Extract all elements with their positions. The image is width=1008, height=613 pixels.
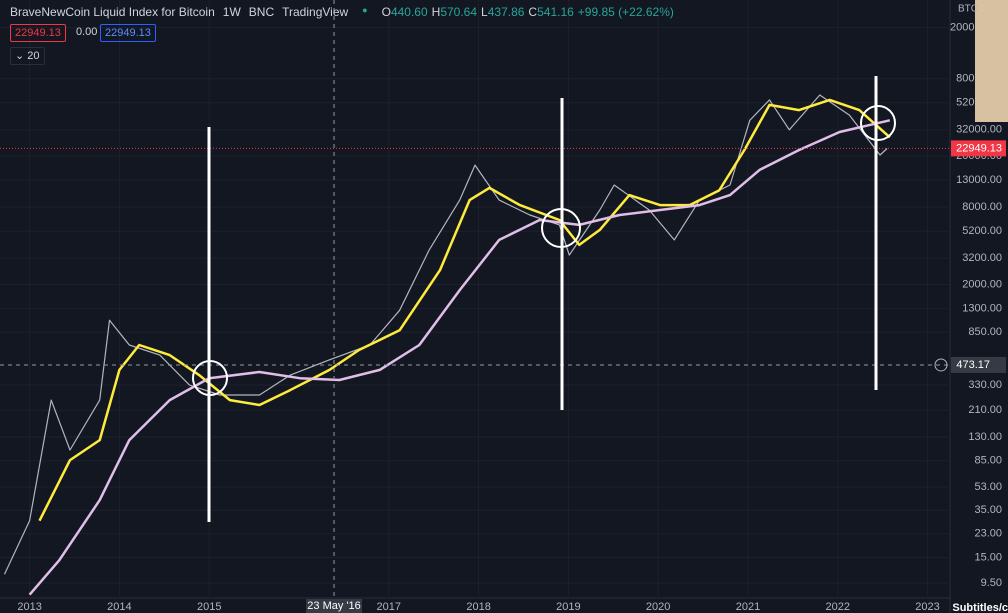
- y-tick-label: 15.00: [974, 551, 1002, 563]
- interval[interactable]: 1W: [222, 5, 241, 19]
- circle-marker: [192, 360, 228, 396]
- y-tick-label: 8000.00: [962, 201, 1002, 213]
- y-tick-label: 5200.00: [962, 225, 1002, 237]
- ohlc-key: O: [381, 5, 391, 19]
- crosshair-price-label: 473.17: [956, 359, 990, 371]
- ohlc-value: 570.64: [440, 5, 478, 19]
- ohlc-value: 437.86: [487, 5, 525, 19]
- ohlc-item: H570.64: [432, 5, 477, 19]
- ohlc-value: 541.16: [537, 5, 574, 19]
- crosshair-price-box: [951, 356, 1006, 373]
- crosshair-date-label: 23 May '16: [307, 600, 360, 612]
- y-tick-label: 850.00: [968, 326, 1002, 338]
- y-tick-label: 23.00: [974, 528, 1002, 540]
- x-tick-label: 2017: [377, 601, 401, 613]
- ohlc-item: C541.16: [528, 5, 573, 19]
- y-tick-label: 9.50: [981, 577, 1002, 589]
- ohlc: O440.60 H570.64 L437.86 C541.16: [382, 5, 574, 19]
- x-tick-label: 2019: [556, 601, 580, 613]
- y-tick-label: 130.00: [968, 431, 1002, 443]
- badge: 22949.13: [10, 24, 66, 42]
- x-tick-label: 2013: [17, 601, 41, 613]
- ohlc-key: C: [528, 5, 538, 19]
- video-overlay: [975, 0, 1008, 122]
- indicator-toggle[interactable]: ⌄ 20: [10, 47, 45, 65]
- x-tick-label: 2015: [197, 601, 221, 613]
- y-tick-label: 330.00: [968, 379, 1002, 391]
- subtitle-button[interactable]: Subtitles/c: [952, 602, 1008, 613]
- ohlc-key: H: [431, 5, 441, 19]
- header: BraveNewCoin Liquid Index for Bitcoin 1W…: [10, 5, 674, 19]
- y-tick-label: 210.00: [968, 404, 1002, 416]
- exchange: BNC: [248, 5, 275, 19]
- x-tick-label: 2023: [915, 601, 939, 613]
- y-tick-label: 53.00: [974, 481, 1002, 493]
- badge: 0.00: [76, 26, 98, 38]
- series-line: [28, 119, 891, 596]
- ohlc-item: L437.86: [481, 5, 524, 19]
- crosshair-plus: [934, 358, 948, 372]
- circle-marker: [860, 105, 896, 141]
- crosshair-date-box: [306, 599, 363, 613]
- y-tick-label: 3200.00: [962, 252, 1002, 264]
- indicator-count: 20: [27, 50, 40, 62]
- status-dot: ●: [362, 5, 368, 15]
- circle-marker: [541, 208, 581, 248]
- y-tick-label: 85.00: [974, 455, 1002, 467]
- y-tick-label: 13000.00: [956, 174, 1002, 186]
- axis-currency: BTC: [958, 4, 978, 15]
- ohlc-item: O440.60: [382, 5, 428, 19]
- last-price-label: 22949.13: [956, 142, 1002, 154]
- y-tick-label: 32000.00: [956, 124, 1002, 136]
- change: +99.85 (+22.62%): [577, 5, 674, 19]
- badge: 22949.13: [100, 24, 156, 42]
- y-tick-label: 2000.00: [962, 278, 1002, 290]
- x-tick-label: 2014: [107, 601, 131, 613]
- x-tick-label: 2020: [646, 601, 670, 613]
- x-tick-label: 2021: [736, 601, 760, 613]
- symbol-title: BraveNewCoin Liquid Index for Bitcoin: [10, 5, 215, 19]
- last-price-box: [951, 140, 1006, 157]
- series-line: [38, 98, 891, 522]
- ohlc-key: L: [481, 5, 488, 19]
- y-tick-label: 1300.00: [962, 302, 1002, 314]
- x-tick-label: 2018: [466, 601, 490, 613]
- drawings: [192, 76, 896, 522]
- x-tick-label: 2022: [826, 601, 850, 613]
- series-line: [3, 94, 888, 575]
- ohlc-value: 440.60: [390, 5, 428, 19]
- y-tick-label: 35.00: [974, 504, 1002, 516]
- source: TradingView: [282, 5, 349, 19]
